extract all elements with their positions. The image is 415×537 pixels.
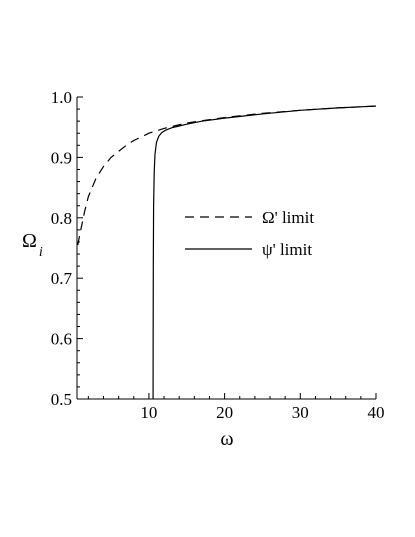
x-tick-label: 20 (216, 403, 233, 422)
y-tick-label: 0.8 (51, 209, 72, 228)
series-layer (77, 105, 377, 400)
y-axis-label-subscript: i (39, 245, 43, 260)
series-psi-prime-limit (152, 105, 377, 400)
legend-label-omega-prime: Ω' limit (262, 208, 314, 227)
y-tick-label: 0.6 (51, 330, 72, 349)
ticks-layer: 10 20 30 40 0.5 0.6 0.7 0.8 0.9 1.0 (51, 88, 385, 422)
x-axis-label: ω (220, 428, 233, 450)
x-tick-label: 30 (292, 403, 309, 422)
legend-label-psi-prime: ψ' limit (262, 240, 312, 259)
y-axis-label: Ωi (22, 230, 43, 260)
legend: Ω' limit ψ' limit (185, 208, 314, 259)
y-tick-label: 0.9 (51, 148, 72, 167)
y-tick-label: 0.5 (51, 390, 72, 409)
axes (76, 97, 376, 400)
x-tick-label: 10 (140, 403, 157, 422)
y-tick-label: 1.0 (51, 88, 72, 107)
x-tick-label: 40 (368, 403, 385, 422)
series-omega-prime-limit (77, 105, 377, 246)
y-tick-label: 0.7 (51, 269, 73, 288)
y-axis-label-main: Ω (22, 230, 37, 252)
